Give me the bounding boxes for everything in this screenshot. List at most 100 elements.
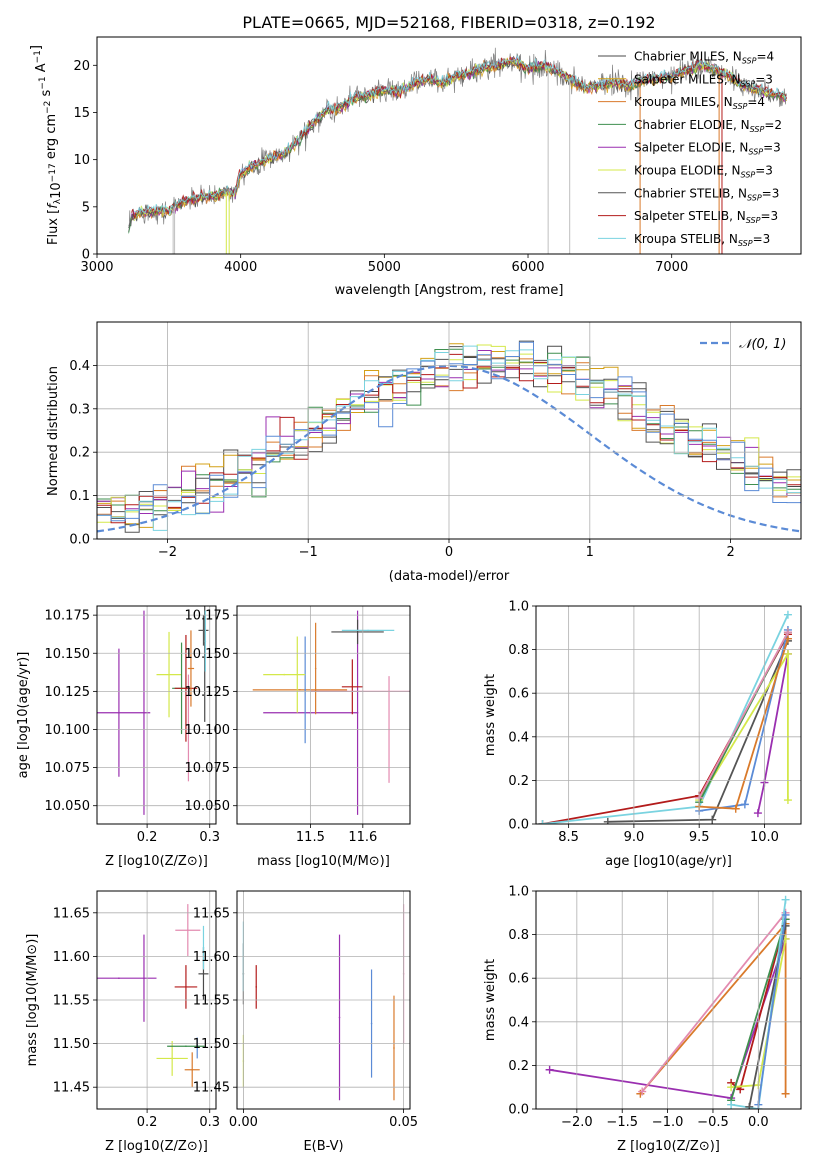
x-tick-label: 7000 <box>655 260 688 275</box>
y-label-part: 10 <box>49 182 64 199</box>
data-point <box>367 629 369 632</box>
y-tick-label: 11.50 <box>193 1037 230 1052</box>
data-point <box>255 986 258 988</box>
weight-marker <box>727 1083 736 1092</box>
legend-sub: SSP <box>748 148 763 157</box>
y-axis-label: mass [log10(M/M⊙)] <box>25 934 40 1067</box>
data-point <box>204 640 207 642</box>
y-tick-label: 0.2 <box>69 446 90 461</box>
weight-marker <box>783 796 792 805</box>
y-tick-label: 1.0 <box>508 885 529 900</box>
weight-marker <box>603 817 612 824</box>
weight-marker <box>740 800 749 809</box>
x-tick-label: 1 <box>586 545 594 560</box>
y-label-part: A <box>34 63 49 76</box>
y-axis-label: mass weight <box>483 959 498 1041</box>
legend-sub: SSP <box>741 171 756 180</box>
legend-text: Kroupa ELODIE, N <box>634 164 741 178</box>
x-tick-label: −2 <box>158 545 177 560</box>
legend-label: Kroupa ELODIE, NSSP=3 <box>634 164 773 180</box>
plot-area <box>128 47 787 254</box>
legend-label: Salpeter STELIB, NSSP=3 <box>634 209 778 225</box>
y-tick-label: 0.6 <box>508 972 529 987</box>
axes-frame <box>96 890 217 1110</box>
x-tick-label: 6000 <box>511 260 544 275</box>
x-tick-label: −0.5 <box>697 1115 729 1130</box>
weight-series-line <box>698 631 789 799</box>
x-axis-label: Z [log10(Z/Z⊙)] <box>617 1139 720 1154</box>
y-tick-label: 10.125 <box>45 685 91 700</box>
x-tick-label: 10.0 <box>750 830 779 845</box>
legend-text: Chabrier STELIB, N <box>634 186 747 200</box>
y-tick-label: 20 <box>73 59 90 74</box>
weight-marker <box>727 1100 736 1109</box>
panel-weight_vs_age: 8.5 9.0 9.5 10.0 0.0 0.2 0.4 0.6 0.8 1.0 age [log1… <box>483 600 802 869</box>
legend-label: Salpeter MILES, NSSP=3 <box>634 72 773 88</box>
y-tick-label: 0.8 <box>508 643 529 658</box>
y-tick-label: 11.55 <box>53 994 90 1009</box>
legend-text: Salpeter ELODIE, N <box>634 141 748 155</box>
x-axis-label: Z [log10(Z/Z⊙)] <box>105 854 208 869</box>
y-tick-label: 10.100 <box>185 723 231 738</box>
legend-tail: =3 <box>760 209 778 223</box>
y-tick-label: 0.0 <box>508 1103 529 1118</box>
y-tick-label: 0.2 <box>508 774 529 789</box>
y-tick-label: 11.45 <box>53 1081 90 1096</box>
legend-text: Chabrier MILES, N <box>634 50 742 64</box>
plot-area <box>242 904 405 1101</box>
x-tick-label: −1 <box>299 545 318 560</box>
data-point <box>393 1047 395 1049</box>
y-tick-label: 11.60 <box>193 950 230 965</box>
legend-tail: =2 <box>764 118 782 132</box>
legend-tail: =4 <box>756 50 774 64</box>
data-point <box>196 1047 199 1049</box>
data-point <box>118 977 120 979</box>
y-label-part: −1 <box>38 76 48 89</box>
y-tick-label: 0.4 <box>508 730 529 745</box>
y-tick-label: 0.4 <box>508 1015 529 1030</box>
legend-tail: =3 <box>763 141 781 155</box>
weight-marker <box>781 1089 790 1098</box>
x-axis-label: age [log10(age/yr)] <box>605 854 732 869</box>
y-tick-label: 10.050 <box>45 799 91 814</box>
weight-series-line <box>757 914 787 1105</box>
y-tick-label: 0.1 <box>69 489 90 504</box>
x-tick-label: 0.2 <box>137 1115 158 1130</box>
plot-area <box>545 895 790 1109</box>
y-tick-label: 0 <box>82 248 90 263</box>
x-axis-label: (data-model)/error <box>389 569 510 584</box>
data-point <box>202 629 205 632</box>
legend-label: Chabrier ELODIE, NSSP=2 <box>634 118 782 134</box>
y-tick-label: 15 <box>73 106 90 121</box>
x-tick-label: 5000 <box>368 260 401 275</box>
legend-sub: SSP <box>741 79 756 88</box>
legend-text: Salpeter STELIB, N <box>634 209 746 223</box>
data-point <box>356 711 359 714</box>
weight-series-line <box>607 640 789 823</box>
legend-label: Chabrier MILES, NSSP=4 <box>634 50 774 66</box>
legend-text: Kroupa STELIB, N <box>634 232 738 246</box>
model-spectrum-kroupa-stelib <box>134 54 787 216</box>
legend-label: Kroupa MILES, NSSP=4 <box>634 95 765 111</box>
x-tick-label: 2 <box>726 545 734 560</box>
x-tick-label: −1.0 <box>652 1115 684 1130</box>
axes-frame <box>96 605 217 825</box>
weight-marker <box>731 804 740 813</box>
data-point <box>283 673 285 676</box>
y-tick-label: 0.6 <box>508 687 529 702</box>
y-axis-label: Flux [fλ10−17 erg cm−2 s−1 A−1] <box>29 45 64 245</box>
weight-marker <box>783 649 792 658</box>
figure-title: PLATE=0665, MJD=52168, FIBERID=0318, z=0… <box>242 13 655 32</box>
x-tick-label: 0.0 <box>748 1115 769 1130</box>
weight-marker <box>781 910 790 919</box>
data-point <box>185 687 187 690</box>
x-tick-label: 9.0 <box>624 830 645 845</box>
weight-marker <box>781 921 790 930</box>
x-tick-label: 11.6 <box>348 830 377 845</box>
x-tick-label: 0.00 <box>229 1115 258 1130</box>
y-label-part: −17 <box>48 163 58 182</box>
x-tick-label: 8.5 <box>558 830 579 845</box>
x-tick-label: 9.5 <box>689 830 710 845</box>
data-point <box>351 685 354 688</box>
